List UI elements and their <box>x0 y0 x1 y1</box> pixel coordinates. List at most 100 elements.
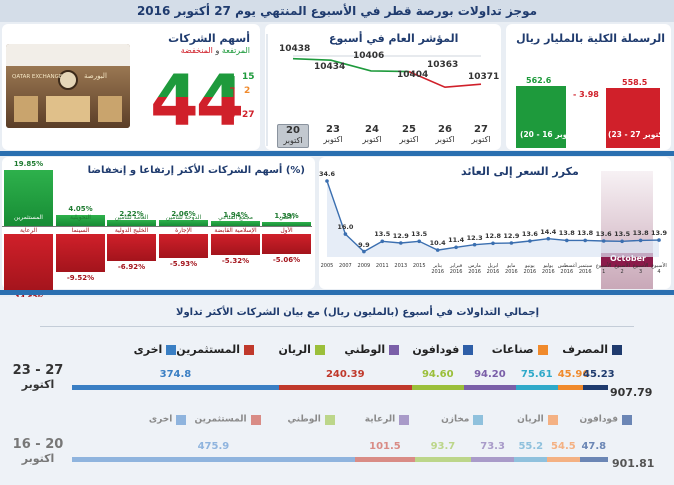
cap-left-bar <box>516 86 566 148</box>
mover-up-name: التحويلية <box>70 214 91 221</box>
pe-x-label: 2013 <box>394 263 408 269</box>
pe-labels: 34.6 2005 16.0 2007 9.9 2009 13.5 2011 12.9 2013 1… <box>319 157 671 289</box>
pe-value-label: 16.0 <box>337 223 354 232</box>
volume-segment <box>354 457 416 462</box>
index-panel: المؤشر العام في أسبوع 10438 10434 10406 … <box>265 24 501 150</box>
index-day-box-5[interactable]: 27 اكتوبر <box>465 124 497 148</box>
volume-legend-swatch <box>176 414 187 425</box>
pe-value-label: 10.4 <box>429 239 446 248</box>
index-day-box-2[interactable]: 24 اكتوبر <box>356 124 388 148</box>
mover-down-name: السينما <box>71 227 90 234</box>
index-day-3: 25 <box>402 124 416 135</box>
mover-down-name: الإجارة <box>175 227 192 234</box>
week1-bar: 374.8 240.39 94.60 94.20 75.61 45.96 45.23 <box>72 363 615 395</box>
volume-legend-swatch <box>314 344 325 355</box>
volume-segment <box>470 457 515 462</box>
volume-legend-item: الوطني <box>261 409 335 425</box>
pe-point <box>399 241 403 245</box>
week2-month: اكتوبر <box>21 452 55 465</box>
index-value-0: 10438 <box>279 44 311 54</box>
index-value-1: 10434 <box>314 62 346 72</box>
pe-point <box>657 238 661 242</box>
volume-legend-swatch <box>547 414 558 425</box>
pe-x-label: الأسبوع 1 <box>595 263 612 275</box>
volume-segment-value: 55.2 <box>518 441 544 452</box>
pe-value-label: 34.6 <box>318 170 336 178</box>
mover-down-pct: -9.52% <box>66 273 95 282</box>
pe-point <box>380 239 385 244</box>
volume-segment <box>72 385 279 390</box>
pe-x-label: الأسبوع 4 <box>651 263 667 275</box>
volume-segment <box>411 385 464 390</box>
pe-x-label: 2009 <box>357 263 371 269</box>
volume-legend-label: الريان <box>278 343 311 356</box>
volume-legend-item: الوطني <box>325 339 400 356</box>
pe-value-label: 12.9 <box>392 232 409 240</box>
index-month-0: اكتوبر <box>283 136 303 145</box>
volume-segment <box>415 457 471 462</box>
volume-segment-value: 54.5 <box>551 441 576 452</box>
volume-legend-label: المستثمرين <box>176 343 240 356</box>
pe-value-label: 13.8 <box>558 229 575 238</box>
volume-legend-item: فودافون <box>558 409 632 425</box>
pe-point <box>417 239 421 244</box>
volume-segment-value: 45.96 <box>557 369 590 380</box>
mover-down-name: الأول <box>280 227 293 234</box>
index-day-4: 26 <box>438 124 452 135</box>
mover-up-pct: 1.39% <box>274 212 299 220</box>
volume-panel: إجمالي التداولات في أسبوع (بالمليون ريال… <box>0 297 674 485</box>
volume-legend-item: المستثمرين <box>176 339 254 356</box>
pe-x-label: يوليو 2016 <box>541 263 555 275</box>
stocks-subtitle-down: المنخفضة <box>180 46 213 55</box>
pe-value-label: 13.6 <box>595 230 612 238</box>
stocks-subtitle-up: المرتفعة <box>221 46 250 55</box>
building-sign-en: QATAR EXCHANGE <box>12 74 63 80</box>
volume-legend-label: المستثمرين <box>194 414 247 425</box>
stocks-brackets <box>230 76 235 117</box>
mover-down-bar <box>159 234 208 258</box>
volume-segment-value: 73.3 <box>480 441 505 452</box>
mover-up-pct: 19.85% <box>13 160 44 168</box>
week1-month: اكتوبر <box>21 378 55 391</box>
pe-point <box>325 179 329 183</box>
mover-down-name: الرعاية <box>19 227 38 234</box>
mover-up-name: الأهلي <box>278 214 295 221</box>
pe-x-label: الأسبوع 2 <box>614 263 630 275</box>
pe-value-label: 13.8 <box>632 229 649 238</box>
volume-legend-swatch <box>389 344 400 355</box>
volume-title: إجمالي التداولات في أسبوع (بالمليون ريال… <box>176 307 540 318</box>
week2-total: 901.81 <box>612 457 655 470</box>
mover-up-bar <box>262 222 311 226</box>
mover-down-bar <box>211 234 260 256</box>
volume-legend-swatch <box>324 414 335 425</box>
volume-legend-item: مخازن <box>409 409 484 425</box>
stocks-flat-count: 2 <box>244 86 251 96</box>
pe-point <box>362 249 366 254</box>
stocks-subtitle: المرتفعة و المنخفضة <box>181 46 250 55</box>
volume-segment-value: 93.7 <box>430 441 456 452</box>
volume-legend-swatch <box>621 414 632 425</box>
week2-label: 16 - 20 اكتوبر <box>6 437 70 465</box>
volume-legend-item: اخرى <box>102 339 177 356</box>
volume-segment <box>278 385 412 390</box>
index-value-2: 10406 <box>353 51 385 61</box>
page-title: موجز تداولات بورصة قطر في الأسبوع المنته… <box>136 4 538 18</box>
volume-legend-label: المصرف <box>562 343 608 356</box>
index-day-box-4[interactable]: 26 اكتوبر <box>429 124 461 148</box>
volume-legend-label: الريان <box>517 414 544 425</box>
pe-point <box>620 239 624 244</box>
cap-left-value: 562.6 <box>526 76 552 85</box>
pe-x-label: 2015 <box>412 263 426 269</box>
stocks-total: 44 <box>150 66 244 136</box>
mover-up-pct: 1.94% <box>223 210 248 219</box>
index-day-box-0[interactable]: 20 اكتوبر <box>277 124 309 148</box>
index-value-4: 10363 <box>427 60 459 70</box>
index-day-box-3[interactable]: 25 اكتوبر <box>393 124 425 148</box>
volume-legend-item: المستثمرين <box>186 409 261 425</box>
index-line-chart <box>266 34 482 146</box>
divider-stripe-2 <box>0 290 674 295</box>
index-month-2: اكتوبر <box>362 135 382 144</box>
pe-x-label: فبراير 2016 <box>449 263 463 275</box>
movers-bars: 19.85% المستثمرين 4.05% التحويلية 2.22% العام… <box>2 157 315 302</box>
index-day-box-1[interactable]: 23 اكتوبر <box>317 124 349 148</box>
